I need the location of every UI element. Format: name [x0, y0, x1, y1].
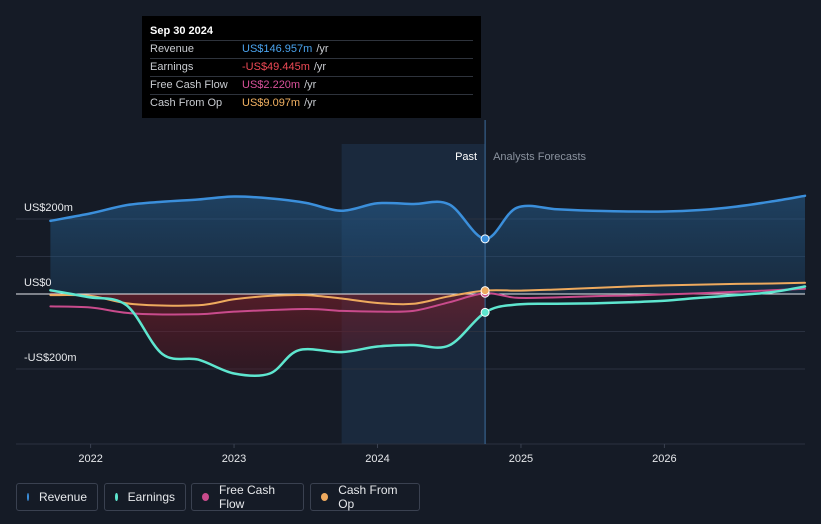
legend-earnings[interactable]: Earnings — [104, 483, 186, 511]
tooltip-value: US$146.957m — [242, 43, 313, 55]
legend-label: Revenue — [38, 490, 87, 504]
forecast-label: Analysts Forecasts — [493, 151, 586, 163]
tooltip-row-revenue: Revenue US$146.957m /yr — [150, 40, 473, 58]
x-tick-label: 2023 — [222, 453, 246, 465]
tooltip-date: Sep 30 2024 — [150, 25, 213, 37]
legend-cfo[interactable]: Cash From Op — [310, 483, 420, 511]
tooltip-value: -US$49.445m — [242, 61, 310, 73]
x-tick-label: 2024 — [365, 453, 389, 465]
marker-cfo[interactable] — [480, 286, 490, 296]
tooltip-row-fcf: Free Cash Flow US$2.220m /yr — [150, 76, 473, 94]
marker-revenue[interactable] — [480, 234, 490, 244]
tooltip-label: Earnings — [150, 61, 194, 73]
y-tick-label: US$200m — [24, 202, 73, 214]
series-line-fcf — [49, 287, 806, 316]
legend-revenue[interactable]: Revenue — [16, 483, 98, 511]
legend-dot-icon — [27, 493, 29, 501]
tooltip-label: Free Cash Flow — [150, 79, 228, 91]
tooltip-unit: /yr — [304, 97, 317, 109]
legend-dot-icon — [202, 493, 209, 501]
legend-fcf[interactable]: Free Cash Flow — [191, 483, 304, 511]
x-tick-label: 2026 — [652, 453, 676, 465]
tooltip-label: Revenue — [150, 43, 195, 55]
tooltip-value: US$2.220m — [242, 79, 301, 91]
x-tick-label: 2025 — [509, 453, 533, 465]
marker-earnings[interactable] — [480, 307, 490, 317]
legend-label: Cash From Op — [338, 483, 398, 511]
past-label: Past — [455, 151, 477, 163]
tooltip-value: US$9.097m — [242, 97, 301, 109]
y-tick-label: -US$200m — [24, 352, 77, 364]
series-line-earnings — [49, 285, 807, 378]
series-line-revenue — [49, 194, 807, 241]
tooltip-row-cfo: Cash From Op US$9.097m /yr — [150, 94, 473, 112]
y-tick-label: US$0 — [24, 277, 52, 289]
revenue-area — [50, 195, 805, 294]
tooltip-label: Cash From Op — [150, 97, 223, 109]
legend-dot-icon — [115, 493, 118, 501]
tooltip-unit: /yr — [304, 79, 317, 91]
legend-dot-icon — [321, 493, 329, 501]
x-tick-label: 2022 — [78, 453, 102, 465]
legend-label: Free Cash Flow — [218, 483, 276, 511]
series-line-cfo — [49, 281, 806, 307]
tooltip: Sep 30 2024 Revenue US$146.957m /yr Earn… — [142, 16, 481, 118]
tooltip-unit: /yr — [313, 61, 327, 73]
legend-label: Earnings — [127, 490, 175, 504]
tooltip-unit: /yr — [316, 43, 329, 55]
tooltip-row-earnings: Earnings -US$49.445m /yr — [150, 58, 473, 76]
